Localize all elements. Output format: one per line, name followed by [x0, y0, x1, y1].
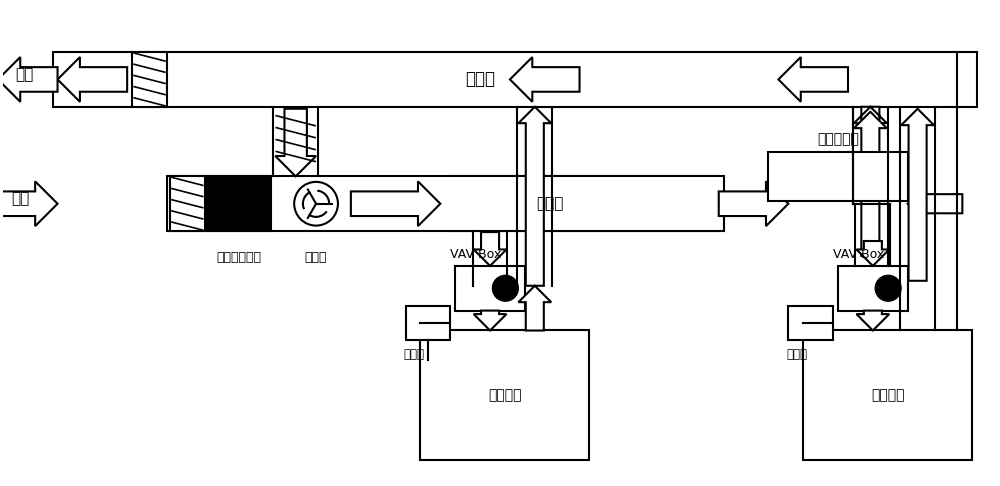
Text: VAV Box: VAV Box — [833, 248, 884, 261]
Bar — [420, 330, 589, 460]
Bar — [170, 176, 205, 231]
Text: 空调房间: 空调房间 — [871, 388, 905, 402]
Polygon shape — [518, 107, 551, 286]
Polygon shape — [901, 109, 934, 281]
Circle shape — [294, 182, 338, 226]
Bar — [450, 176, 719, 231]
Circle shape — [875, 275, 901, 301]
Text: 压力传感器: 压力传感器 — [817, 133, 859, 147]
Polygon shape — [474, 232, 506, 266]
Text: VAV Box: VAV Box — [450, 248, 502, 261]
Circle shape — [492, 275, 518, 301]
Text: 温控器: 温控器 — [786, 348, 807, 362]
Text: 空调房间: 空调房间 — [488, 388, 522, 402]
Text: 空调处理设备: 空调处理设备 — [216, 251, 261, 264]
Polygon shape — [856, 311, 889, 330]
Polygon shape — [518, 286, 551, 330]
Polygon shape — [474, 311, 506, 330]
Bar — [768, 152, 908, 201]
Bar — [788, 306, 833, 340]
Bar — [406, 306, 450, 340]
Text: 新风: 新风 — [11, 191, 29, 206]
Polygon shape — [275, 109, 316, 176]
Bar — [803, 330, 972, 460]
Bar — [838, 266, 908, 311]
Polygon shape — [0, 181, 58, 226]
Bar — [455, 266, 525, 311]
Polygon shape — [908, 186, 962, 221]
Polygon shape — [58, 57, 127, 102]
Text: 回风道: 回风道 — [465, 70, 495, 88]
Text: 送风机: 送风机 — [305, 251, 327, 264]
Bar — [167, 176, 724, 231]
Polygon shape — [854, 112, 887, 256]
Text: 排风: 排风 — [15, 67, 33, 82]
Bar — [207, 176, 271, 231]
Polygon shape — [0, 57, 58, 102]
Polygon shape — [719, 181, 788, 226]
Bar — [53, 52, 977, 107]
Polygon shape — [856, 241, 889, 266]
Polygon shape — [510, 57, 580, 102]
Polygon shape — [778, 57, 848, 102]
Bar — [132, 52, 167, 107]
Polygon shape — [351, 181, 440, 226]
Text: 送风道: 送风道 — [536, 196, 563, 211]
Text: 温控器: 温控器 — [404, 348, 425, 362]
Polygon shape — [854, 107, 887, 123]
